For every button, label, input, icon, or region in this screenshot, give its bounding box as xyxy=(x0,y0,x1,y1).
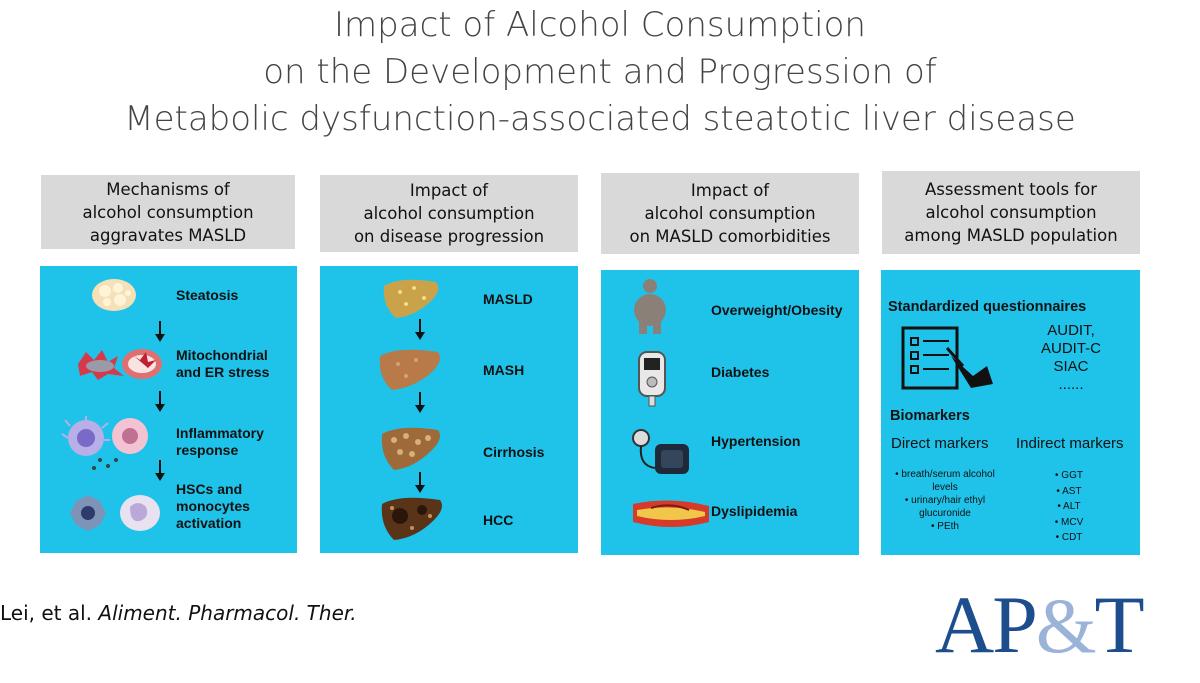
header-line: on disease progression xyxy=(353,227,545,246)
questionnaire-item: SIAC xyxy=(1053,358,1089,375)
plaque-artery-icon xyxy=(633,500,709,527)
arrow-down-icon xyxy=(155,460,165,481)
panel-assessment: Standardized questionnaires AUDIT, AUDIT… xyxy=(881,270,1140,555)
fatty-liver-icon xyxy=(383,279,439,318)
label-mash: MASH xyxy=(483,362,525,378)
header-mechanisms: Mechanisms of alcohol consumption aggrav… xyxy=(41,175,295,249)
direct-marker: levels xyxy=(932,482,958,493)
header-line: alcohol consumption xyxy=(363,204,535,223)
label-masld: MASLD xyxy=(483,291,533,307)
blood-pressure-cuff-icon xyxy=(632,429,689,474)
diagram-title: Impact of Alcohol Consumption on the Dev… xyxy=(0,2,1200,143)
label-mitochondrial-er-stress: Mitochondrial and ER stress xyxy=(176,347,270,380)
header-line: aggravates MASLD xyxy=(89,225,247,245)
title-line-3: Metabolic dysfunction-associated steatot… xyxy=(124,99,1076,139)
label-steatosis: Steatosis xyxy=(176,287,239,303)
citation: Lei, et al. Aliment. Pharmacol. Ther. xyxy=(0,601,357,625)
header-progression: Impact of alcohol consumption on disease… xyxy=(320,175,578,252)
header-line: alcohol consumption xyxy=(925,203,1097,222)
person-obesity-icon xyxy=(634,279,666,334)
indirect-marker: • AST xyxy=(1056,485,1082,497)
label-diabetes: Diabetes xyxy=(711,364,770,380)
logo-ampersand: & xyxy=(1035,582,1097,669)
mitochondria-icon xyxy=(78,349,162,380)
label-cirrhosis: Cirrhosis xyxy=(483,444,545,460)
panel-progression: MASLD MASH Cirrhosis HCC xyxy=(320,266,578,553)
panel-mechanisms: Steatosis Mitochondrial and ER stress In… xyxy=(40,266,297,553)
glucometer-icon xyxy=(638,351,666,407)
indirect-marker: • ALT xyxy=(1057,501,1081,512)
cirrhotic-liver-icon xyxy=(381,427,440,470)
direct-marker: • PEth xyxy=(931,521,959,532)
header-line: among MASLD population xyxy=(904,226,1118,245)
header-line: alcohol consumption xyxy=(644,204,816,223)
title-line-1: Impact of Alcohol Consumption xyxy=(334,5,866,45)
direct-marker: • breath/serum alcohol xyxy=(895,469,995,480)
indirect-marker: • CDT xyxy=(1055,532,1083,543)
indirect-marker: • MCV xyxy=(1054,516,1084,528)
title-line-2: on the Development and Progression of xyxy=(263,52,937,92)
questionnaire-item: AUDIT, xyxy=(1047,322,1095,339)
questionnaires-title: Standardized questionnaires xyxy=(888,299,1087,315)
direct-markers-title: Direct markers xyxy=(891,435,989,452)
header-line: alcohol consumption xyxy=(82,202,254,222)
header-assessment: Assessment tools for alcohol consumption… xyxy=(882,171,1140,254)
questionnaire-list: AUDIT, AUDIT-C SIAC ...... xyxy=(1033,322,1109,394)
indirect-marker: • GGT xyxy=(1055,470,1083,481)
direct-marker: • urinary/hair ethyl xyxy=(904,495,986,506)
header-line: on MASLD comorbidities xyxy=(629,227,831,246)
header-line: Impact of xyxy=(409,181,489,200)
arrow-down-icon xyxy=(155,321,165,342)
journal-logo: AP&T xyxy=(935,579,1145,671)
direct-marker: glucuronide xyxy=(919,508,971,519)
indirect-markers-list: • GGT • AST • ALT • MCV • CDT xyxy=(1039,468,1099,546)
logo-ap: AP xyxy=(935,579,1038,670)
arrow-down-icon xyxy=(155,391,165,412)
inflamed-liver-icon xyxy=(379,349,440,390)
arrow-down-icon xyxy=(415,472,425,493)
indirect-markers-title: Indirect markers xyxy=(1016,435,1124,452)
citation-authors: Lei, et al. xyxy=(0,601,99,625)
arrow-down-icon xyxy=(415,319,425,340)
logo-t: T xyxy=(1094,579,1145,670)
stellate-cell-icon xyxy=(70,495,160,531)
biomarkers-title: Biomarkers xyxy=(890,408,970,424)
header-line: Impact of xyxy=(690,181,770,200)
label-dyslipidemia: Dyslipidemia xyxy=(711,503,798,519)
questionnaire-form-icon xyxy=(901,326,993,390)
panel-comorbidities: Overweight/Obesity Diabetes Hypertension… xyxy=(601,270,859,555)
fat-cell-icon xyxy=(92,279,136,311)
questionnaire-item: ...... xyxy=(1058,376,1084,393)
header-comorbidities: Impact of alcohol consumption on MASLD c… xyxy=(601,173,859,254)
label-overweight-obesity: Overweight/Obesity xyxy=(711,302,843,318)
label-hypertension: Hypertension xyxy=(711,433,801,449)
header-line: Assessment tools for xyxy=(925,180,1097,199)
label-inflammatory-response: Inflammatory response xyxy=(176,425,264,458)
header-line: Mechanisms of xyxy=(106,179,230,199)
arrow-down-icon xyxy=(415,392,425,413)
direct-markers-list: • breath/serum alcohol levels • urinary/… xyxy=(885,468,1005,533)
label-hcc: HCC xyxy=(483,512,514,528)
questionnaire-item: AUDIT-C xyxy=(1041,340,1101,357)
label-hsc-monocyte-activation: HSCs and monocytes activation xyxy=(176,481,250,531)
immune-cell-icon xyxy=(61,416,148,470)
citation-journal: Aliment. Pharmacol. Ther. xyxy=(98,601,357,625)
cancer-liver-icon xyxy=(381,497,442,540)
